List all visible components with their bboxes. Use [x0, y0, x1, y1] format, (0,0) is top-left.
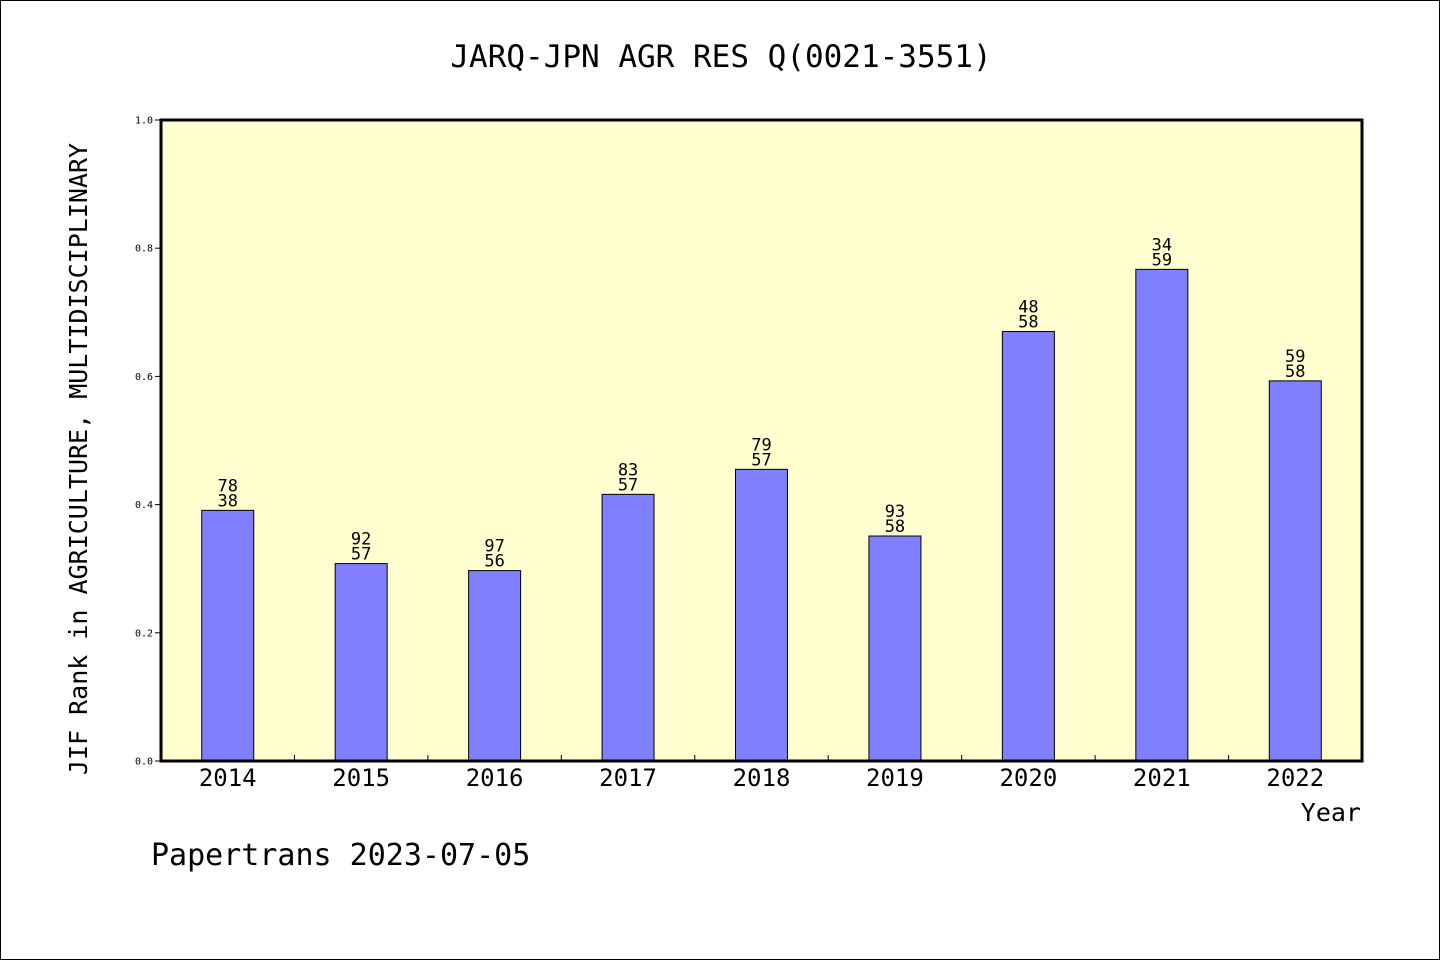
x-axis: 2014 2015 2016 2017 2018 2019 2020 2021 2022 [199, 755, 1324, 792]
bar-2018 [735, 468, 788, 762]
y-tick-label: 1.0 [135, 116, 153, 127]
bar-2019 [868, 535, 922, 762]
bar-2021 [1135, 268, 1189, 762]
x-tick-label: 2016 [466, 764, 524, 792]
bar-label-top: 34 [1152, 235, 1172, 255]
bar-label-bottom: 38 [217, 491, 237, 511]
x-tick-label: 2014 [199, 764, 257, 792]
x-tick-label: 2015 [332, 764, 390, 792]
x-tick-label: 2019 [866, 764, 924, 792]
bar-label-bottom: 58 [885, 517, 905, 537]
x-tick-label: 2021 [1133, 764, 1191, 792]
bar-label-top: 83 [618, 460, 638, 480]
y-tick-label: 0.4 [135, 500, 153, 511]
x-axis-label: Year [1301, 798, 1361, 827]
bar-label-bottom: 56 [484, 552, 504, 572]
bar-2022 [1268, 380, 1322, 762]
bar-2017 [601, 493, 655, 762]
bar-label-top: 59 [1285, 347, 1305, 367]
plot-border [159, 118, 1364, 763]
chart-title: JARQ-JPN AGR RES Q(0021-3551) [450, 39, 991, 75]
x-tick-label: 2017 [599, 764, 657, 792]
y-tick-label: 0.8 [135, 244, 153, 255]
bar-label-top: 78 [217, 476, 237, 496]
y-tick-label: 0.0 [135, 757, 153, 768]
bar-label-bottom: 57 [618, 475, 638, 495]
x-tick-label: 2018 [733, 764, 791, 792]
bar-label-bottom: 58 [1018, 313, 1038, 333]
y-axis-label: JIF Rank in AGRICULTURE, MULTIDISCIPLINA… [64, 143, 93, 775]
bar-label-top: 97 [484, 537, 504, 557]
bar-label-top: 48 [1018, 298, 1038, 318]
bar-2014 [201, 509, 255, 762]
footer-text: Papertrans 2023-07-05 [151, 838, 530, 873]
bar-series [201, 268, 1322, 762]
bar-label-bottom: 58 [1285, 362, 1305, 382]
bar-label-bottom: 57 [351, 545, 371, 565]
bar-label-bottom: 59 [1152, 250, 1172, 270]
bar-2016 [468, 570, 522, 762]
bar-label-top: 79 [751, 435, 771, 455]
y-axis: 0.0 0.2 0.4 0.6 0.8 1.0 [135, 116, 161, 768]
x-tick-label: 2020 [999, 764, 1057, 792]
y-tick-label: 0.2 [135, 628, 153, 639]
bar-label-top: 93 [885, 502, 905, 522]
bar-label-bottom: 57 [751, 450, 771, 470]
x-tick-label: 2022 [1266, 764, 1324, 792]
bar-2020 [1001, 331, 1055, 762]
bar-label-top: 92 [351, 530, 371, 550]
y-tick-label: 0.6 [135, 372, 153, 383]
bar-2015 [334, 563, 388, 762]
